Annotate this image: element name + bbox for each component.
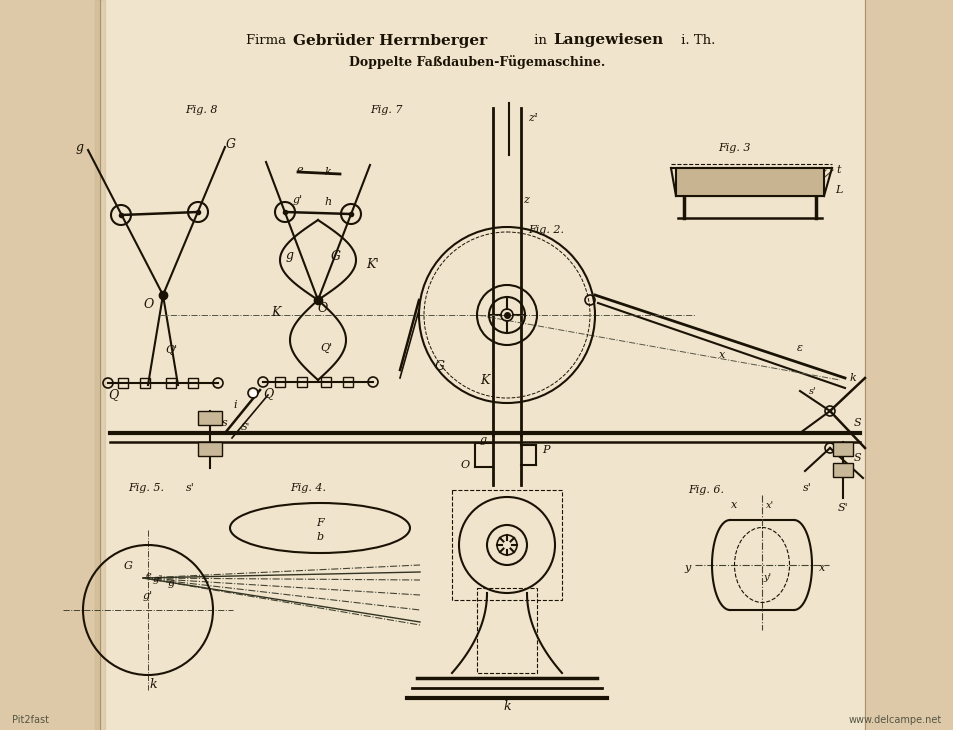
Text: e: e [145, 572, 151, 580]
Text: g: g [286, 248, 294, 261]
Text: Fig. 8: Fig. 8 [185, 105, 217, 115]
Text: g': g' [293, 195, 303, 205]
Bar [864, 0, 953, 730]
Bar [198, 411, 222, 425]
Bar [296, 377, 307, 387]
Text: s': s' [808, 386, 816, 396]
Text: s: s [222, 418, 228, 428]
Text: Q: Q [108, 388, 118, 402]
Text: G: G [435, 361, 444, 374]
Text: g': g' [143, 591, 152, 601]
Text: P: P [541, 445, 549, 455]
Text: Pit2fast: Pit2fast [12, 715, 49, 725]
Text: s': s' [186, 483, 194, 493]
Text: K': K' [366, 258, 379, 272]
Text: Langewiesen: Langewiesen [553, 33, 662, 47]
Text: k: k [849, 373, 856, 383]
Text: O: O [144, 299, 154, 312]
Text: K: K [479, 374, 489, 386]
Text: s': s' [801, 483, 810, 493]
Text: Gebrüder Herrnberger: Gebrüder Herrnberger [293, 33, 487, 47]
Text: k: k [324, 167, 331, 177]
Bar [140, 378, 150, 388]
Text: z¹: z¹ [527, 113, 537, 123]
Text: Doppelte Faßdauben-Fügemaschine.: Doppelte Faßdauben-Fügemaschine. [349, 55, 604, 69]
Text: y: y [684, 563, 690, 573]
Text: i. Th.: i. Th. [677, 34, 715, 47]
Text: S': S' [837, 503, 847, 513]
Text: K: K [271, 305, 280, 318]
Text: k: k [149, 678, 156, 691]
Text: k: k [502, 699, 510, 712]
Text: i: i [233, 400, 236, 410]
Text: O: O [317, 301, 328, 315]
Bar [676, 168, 823, 196]
Text: G: G [124, 561, 132, 571]
Text: y': y' [762, 572, 770, 582]
Text: Fig. 6.: Fig. 6. [687, 485, 723, 495]
Text: e: e [296, 165, 303, 175]
Bar [832, 463, 852, 477]
Bar [343, 377, 353, 387]
Bar [198, 442, 222, 456]
Bar [118, 378, 128, 388]
Text: Fig. 2.: Fig. 2. [527, 225, 563, 235]
Text: F: F [315, 518, 323, 528]
Text: S': S' [240, 423, 250, 432]
Text: L: L [835, 185, 841, 195]
Text: g: g [479, 435, 486, 445]
Text: z: z [522, 195, 528, 205]
Text: www.delcampe.net: www.delcampe.net [848, 715, 941, 725]
Text: x': x' [765, 501, 773, 510]
Text: Fig. 3: Fig. 3 [718, 143, 750, 153]
Bar [188, 378, 198, 388]
Text: in: in [530, 34, 551, 47]
Bar [274, 377, 285, 387]
Text: Fig. 4.: Fig. 4. [290, 483, 326, 493]
Text: Fig. 7: Fig. 7 [370, 105, 402, 115]
Bar [832, 442, 852, 456]
Bar [166, 378, 175, 388]
Text: g: g [168, 578, 174, 588]
Text: g: g [76, 140, 84, 153]
Bar [320, 377, 331, 387]
Text: x: x [818, 563, 824, 573]
Text: S: S [852, 418, 860, 428]
Text: Q': Q' [319, 343, 332, 353]
Bar [0, 0, 100, 730]
Text: g²: g² [152, 575, 163, 585]
Text: Firma: Firma [245, 34, 290, 47]
Text: ε: ε [796, 343, 802, 353]
Text: x: x [719, 350, 724, 360]
Text: Q': Q' [165, 345, 177, 355]
Bar [452, 490, 561, 600]
Text: Fig. 5.: Fig. 5. [128, 483, 164, 493]
Text: t: t [836, 165, 841, 175]
Text: O: O [460, 460, 469, 470]
Bar [476, 588, 537, 673]
Text: x: x [730, 500, 737, 510]
Text: b: b [316, 532, 323, 542]
Text: h: h [324, 197, 332, 207]
Bar [95, 0, 105, 730]
Text: G: G [331, 250, 340, 264]
Text: G: G [226, 139, 235, 152]
Text: S: S [852, 453, 860, 463]
Text: Q: Q [263, 388, 273, 401]
